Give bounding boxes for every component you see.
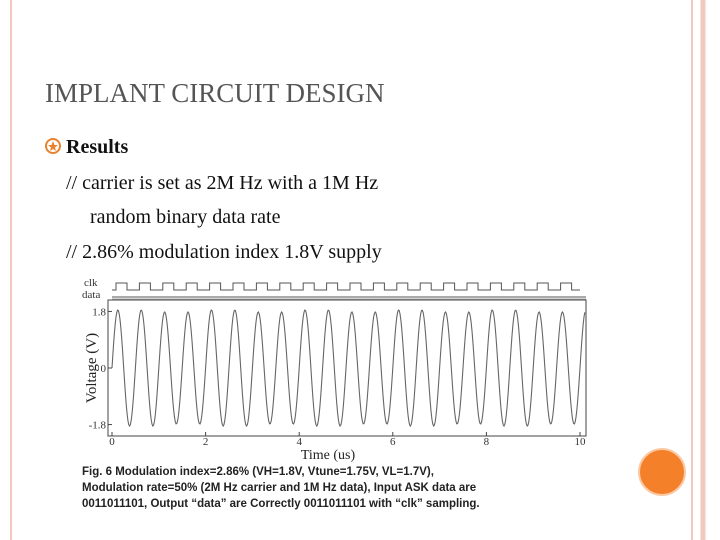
bullet-text: Results xyxy=(66,136,128,158)
title: IMPLANT CIRCUIT DESIGN xyxy=(45,78,385,108)
text-line: // 2.86% modulation index 1.8V supply xyxy=(66,241,382,263)
figure: clk data Voltage (V) Time (us) Fig. 6 Mo… xyxy=(80,277,590,512)
x-tick-label: 6 xyxy=(390,436,396,448)
y-axis-label: Voltage (V) xyxy=(84,333,100,403)
x-tick-label: 8 xyxy=(484,436,490,448)
caption: Modulation rate=50% (2M Hz carrier and 1… xyxy=(82,482,476,494)
figure-bg xyxy=(80,277,590,512)
text-line: // carrier is set as 2M Hz with a 1M Hz xyxy=(66,172,378,194)
x-tick-label: 0 xyxy=(109,436,115,448)
bullet-icon xyxy=(48,141,58,151)
y-tick-label: 0 xyxy=(101,363,107,375)
signal-label: clk xyxy=(84,277,98,289)
y-tick-label: -1.8 xyxy=(89,420,107,432)
x-tick-label: 2 xyxy=(203,436,209,448)
clk-trace xyxy=(112,282,580,291)
bullet-icon xyxy=(45,138,61,154)
caption: Fig. 6 Modulation index=2.86% (VH=1.8V, … xyxy=(82,466,434,478)
decor-circle xyxy=(638,448,686,496)
x-tick-label: 10 xyxy=(575,436,587,448)
caption: 0011011101, Output “data” are Correctly … xyxy=(82,498,480,510)
signal-label: data xyxy=(82,289,100,301)
x-tick-label: 4 xyxy=(296,436,302,448)
x-axis-label: Time (us) xyxy=(301,448,356,463)
text-line: random binary data rate xyxy=(90,206,281,228)
carrier-wave xyxy=(111,309,586,428)
y-tick-label: 1.8 xyxy=(92,306,106,318)
